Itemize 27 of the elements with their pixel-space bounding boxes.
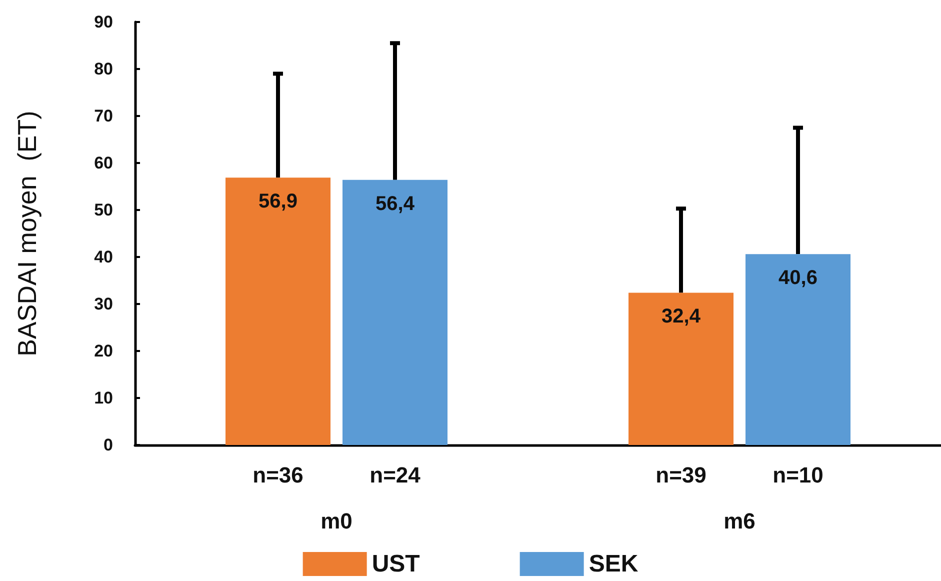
bar bbox=[628, 292, 734, 445]
y-tick-label: 20 bbox=[94, 342, 113, 360]
data-label: 40,6 bbox=[778, 267, 818, 290]
y-tick-label: 60 bbox=[94, 154, 113, 172]
y-tick-label: 30 bbox=[94, 294, 113, 314]
text: n=36 bbox=[252, 462, 304, 488]
y-tick-label: 90 bbox=[94, 12, 113, 32]
y-tick-label: 10 bbox=[94, 388, 113, 408]
text: n=24 bbox=[370, 462, 422, 488]
legend-label: UST bbox=[372, 550, 420, 578]
y-tick-label: 50 bbox=[94, 200, 113, 220]
bar bbox=[226, 178, 330, 445]
y-tick-label: 80 bbox=[94, 60, 113, 78]
x-tick-label: m0 bbox=[320, 508, 352, 534]
y-tick-label: 40 bbox=[94, 248, 113, 266]
legend-label: SEK bbox=[588, 550, 639, 578]
data-label: 32,4 bbox=[662, 306, 702, 328]
text: n=10 bbox=[772, 462, 824, 488]
bar bbox=[746, 254, 850, 445]
data-label: 56,4 bbox=[376, 192, 416, 215]
x-tick-label: m6 bbox=[724, 508, 756, 534]
data-label: 56,9 bbox=[258, 190, 298, 213]
text: n=39 bbox=[656, 462, 706, 488]
y-tick-label: 0 bbox=[104, 436, 113, 454]
bar bbox=[342, 180, 448, 445]
y-tick-label: 70 bbox=[94, 106, 113, 126]
y-axis-title: BASDAI moyen (ET) bbox=[12, 110, 42, 356]
